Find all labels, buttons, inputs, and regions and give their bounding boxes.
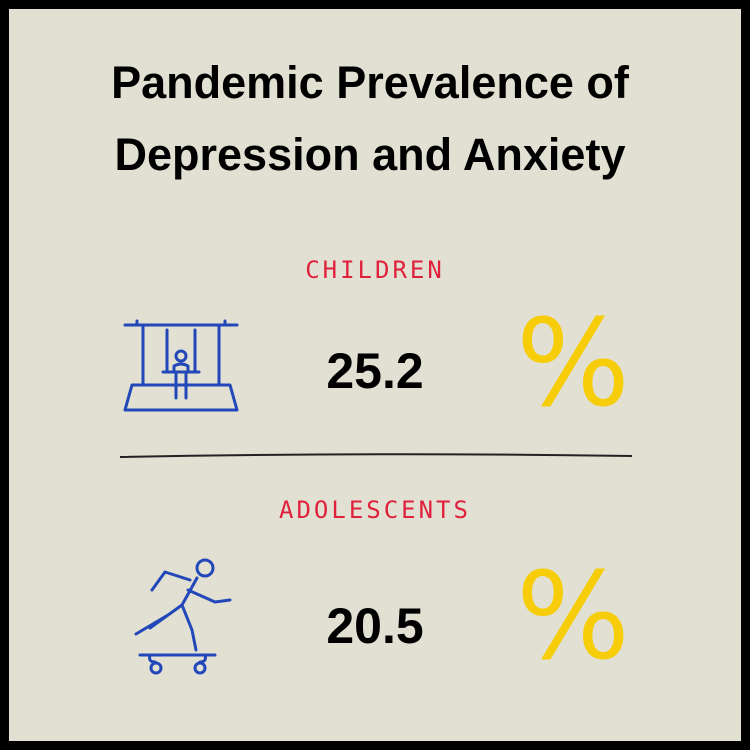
unit: % bbox=[516, 295, 630, 434]
value: 25.2 bbox=[326, 343, 423, 399]
unit: % bbox=[516, 548, 630, 687]
skateboard-icon bbox=[134, 558, 232, 675]
value: 20.5 bbox=[326, 598, 423, 654]
title-line: Pandemic Prevalence of bbox=[111, 57, 630, 108]
title-line: Depression and Anxiety bbox=[115, 129, 626, 180]
divider bbox=[119, 453, 633, 458]
section-label: CHILDREN bbox=[305, 256, 445, 284]
section-label: ADOLESCENTS bbox=[279, 496, 471, 524]
background bbox=[9, 9, 741, 741]
swing-icon bbox=[123, 319, 239, 412]
